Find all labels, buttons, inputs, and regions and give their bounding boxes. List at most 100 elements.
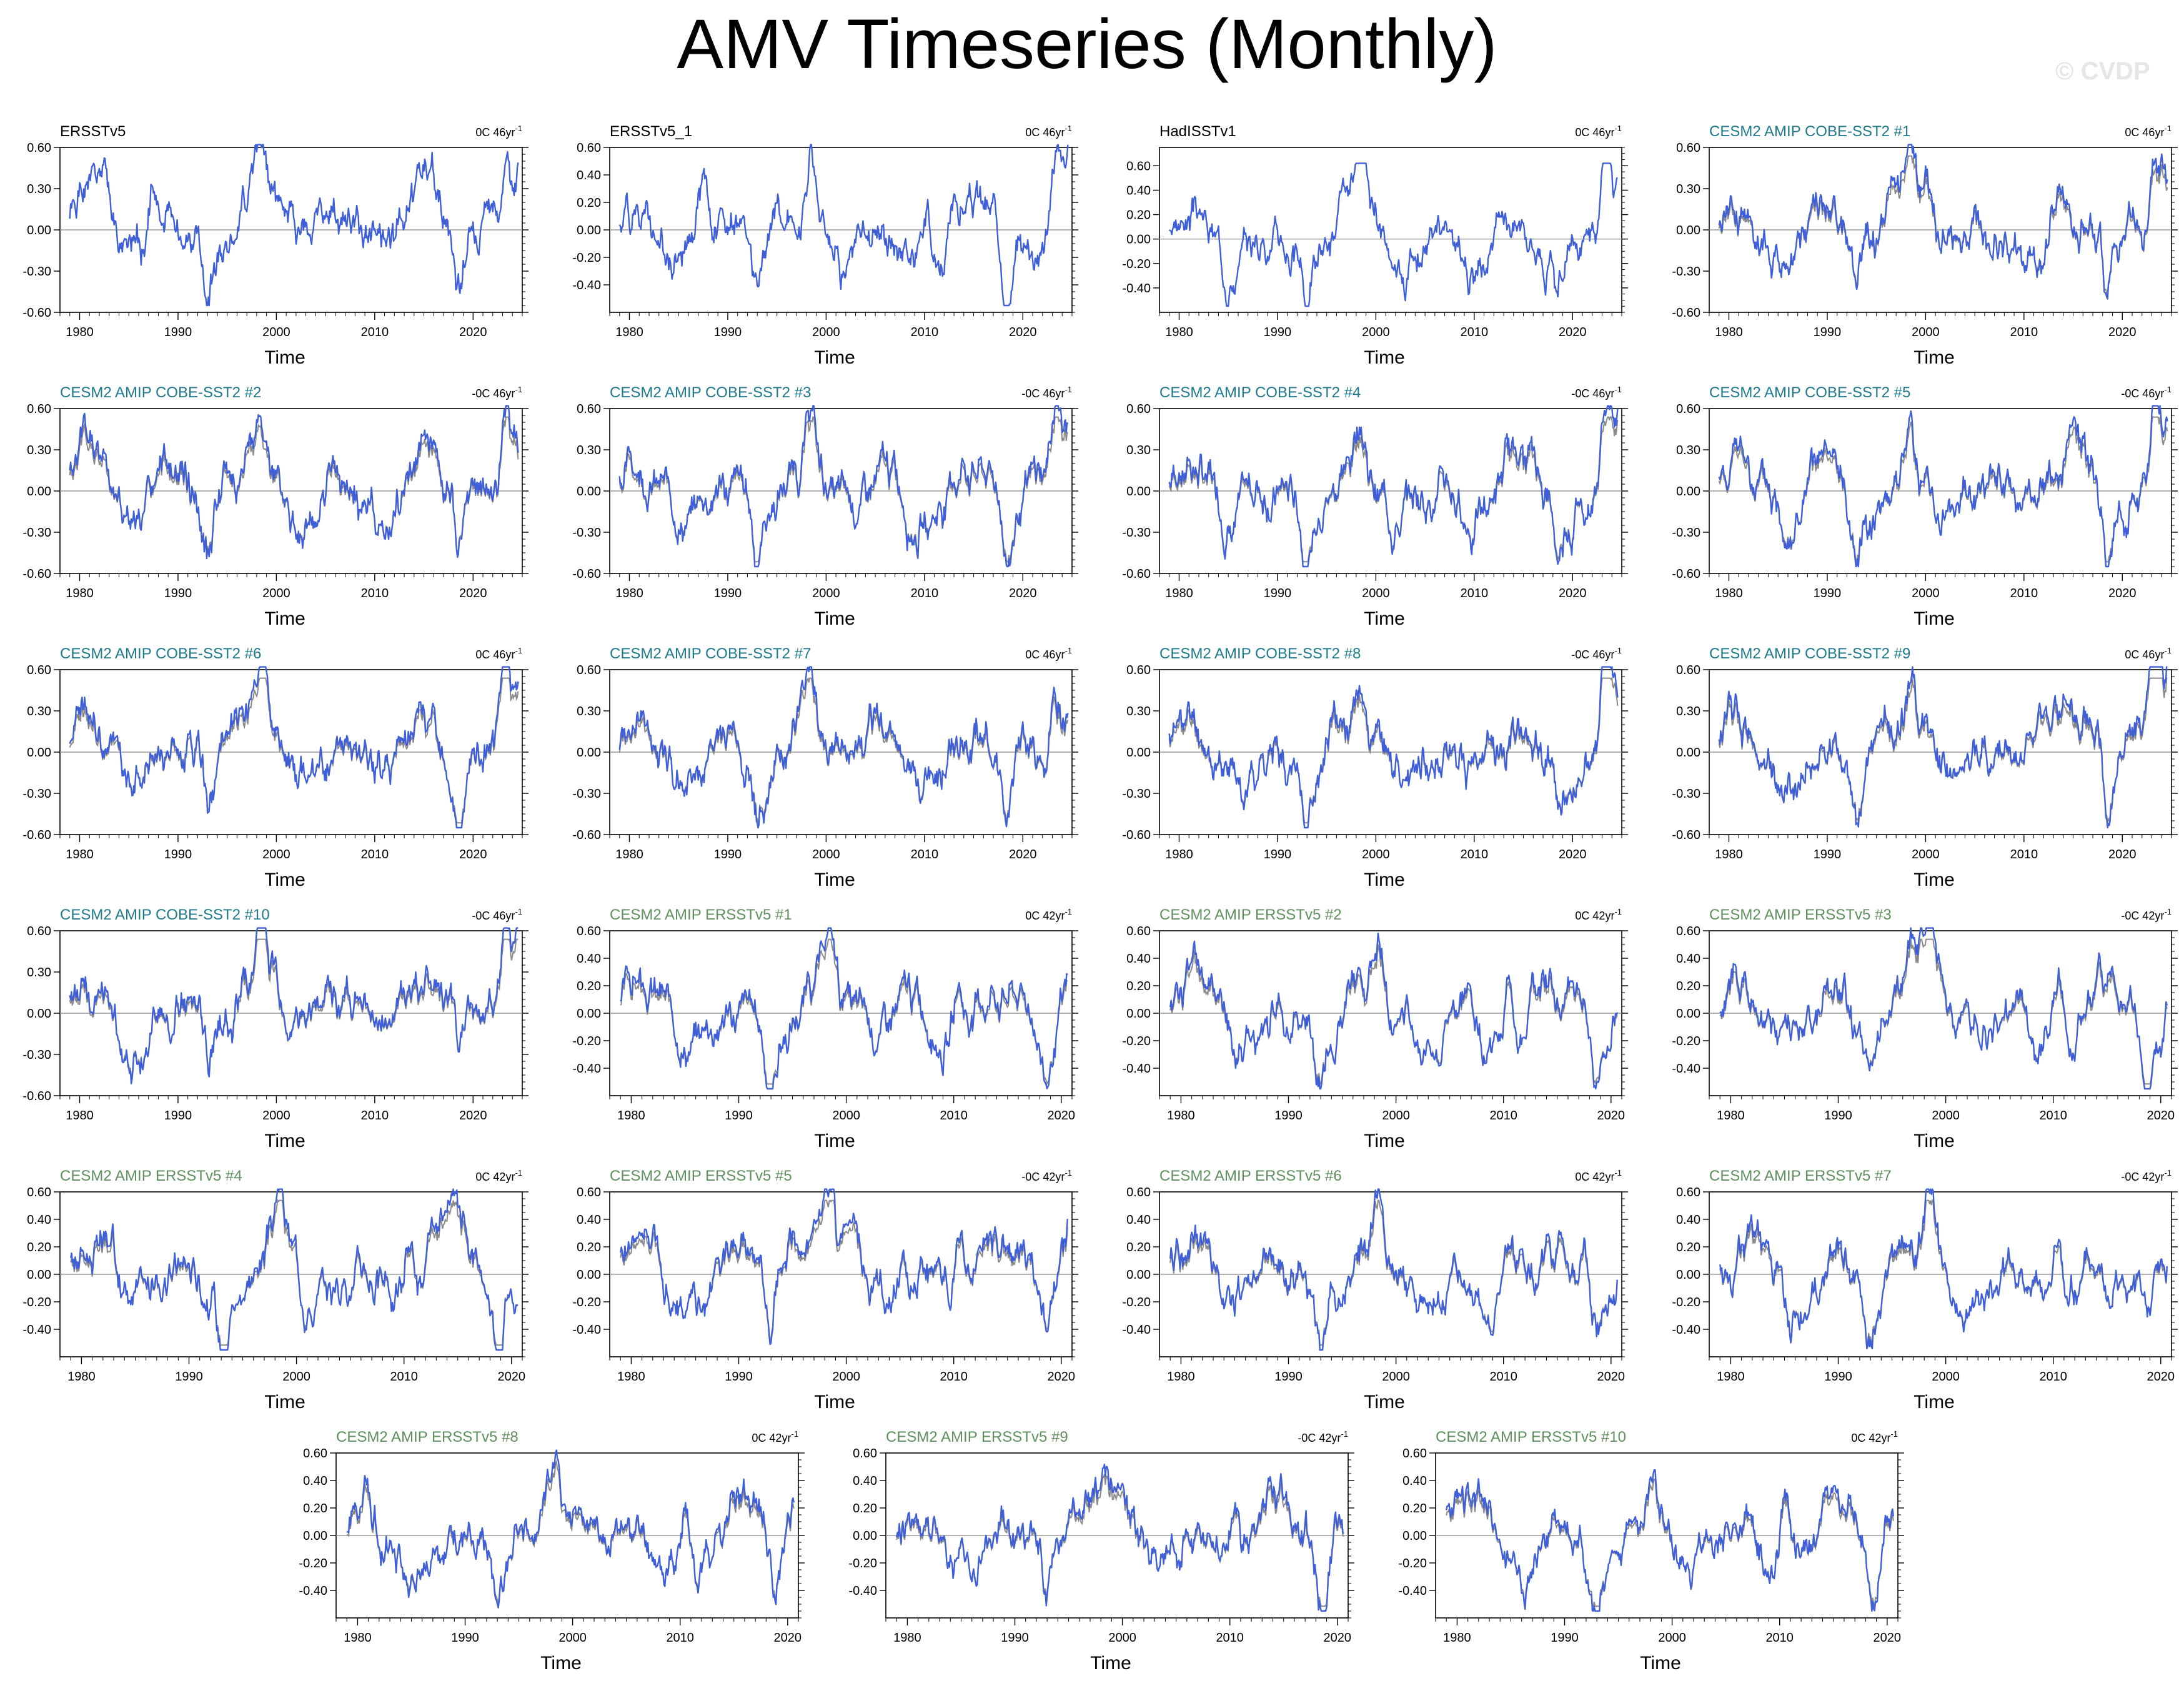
- y-tick-label: 0.60: [303, 1447, 327, 1460]
- x-tick-label: 2000: [262, 325, 290, 339]
- y-tick-label: 0.00: [1676, 485, 1700, 498]
- y-tick-label: 0.20: [1126, 1241, 1151, 1254]
- x-tick-label: 2000: [812, 325, 840, 339]
- panel-title: ERSSTv5_1: [610, 123, 692, 140]
- y-tick-label: -0.40: [1672, 1062, 1700, 1076]
- trend-label: -0C 42yr-1: [2121, 1168, 2172, 1183]
- ensemble-mean-line: [1446, 1478, 1894, 1608]
- y-tick-label: 0.30: [1126, 444, 1151, 457]
- x-tick-label: 2010: [1765, 1631, 1794, 1645]
- series-line: [1718, 405, 2168, 568]
- x-axis-label: Time: [1913, 1392, 1955, 1412]
- y-tick-label: 0.60: [577, 663, 601, 677]
- x-tick-label: 2020: [1324, 1631, 1352, 1645]
- series-line: [70, 1188, 519, 1351]
- y-tick-label: 0.30: [1676, 182, 1700, 196]
- trend-label: 0C 46yr-1: [1025, 646, 1072, 661]
- chart-svg: CESM2 AMIP COBE-SST2 #8 -0C 46yr-1 0.60 0.3…: [1122, 645, 1628, 890]
- x-tick-label: 2020: [1559, 848, 1587, 861]
- y-tick-label: -0.40: [1122, 282, 1151, 295]
- x-tick-label: 2020: [2108, 587, 2137, 600]
- y-tick-label: 0.60: [1126, 402, 1151, 416]
- chart-panel: CESM2 AMIP COBE-SST2 #7 0C 46yr-1 0.60 0.30…: [561, 635, 1111, 890]
- y-tick-label: -0.30: [1672, 265, 1700, 279]
- x-tick-label: 2010: [2010, 587, 2038, 600]
- trend-label: 0C 42yr-1: [1575, 1168, 1622, 1183]
- x-tick-label: 1990: [714, 587, 742, 600]
- series-line: [69, 144, 519, 307]
- trend-label: 0C 42yr-1: [1851, 1429, 1898, 1444]
- y-tick-label: 0.20: [1402, 1502, 1427, 1515]
- trend-label: 0C 46yr-1: [475, 646, 522, 661]
- x-tick-label: 2020: [1048, 1109, 1076, 1123]
- y-tick-label: 0.60: [577, 402, 601, 416]
- ensemble-mean-line: [70, 1199, 519, 1346]
- x-tick-label: 2020: [1009, 848, 1037, 861]
- chart-panel: CESM2 AMIP COBE-SST2 #1 0C 46yr-1 0.60 0.30…: [1660, 112, 2184, 368]
- y-tick-label: -0.20: [22, 1296, 51, 1309]
- trend-label: 0C 46yr-1: [1025, 124, 1072, 139]
- y-tick-label: 0.00: [577, 1268, 601, 1282]
- x-tick-label: 1980: [66, 1109, 94, 1123]
- x-tick-label: 2020: [498, 1370, 526, 1384]
- trend-label: -0C 46yr-1: [472, 907, 522, 922]
- x-tick-label: 2010: [911, 587, 939, 600]
- chart-svg: CESM2 AMIP ERSSTv5 #6 0C 42yr-1 0.60 0.40 0.…: [1122, 1168, 1628, 1412]
- x-tick-label: 2000: [262, 848, 290, 861]
- x-axis-label: Time: [1364, 608, 1405, 629]
- x-tick-label: 2000: [832, 1109, 860, 1123]
- x-tick-label: 2020: [1597, 1370, 1626, 1384]
- x-tick-label: 1980: [1165, 587, 1193, 600]
- y-tick-label: 0.30: [1676, 705, 1700, 718]
- x-tick-label: 1980: [1165, 325, 1193, 339]
- y-tick-label: 0.00: [1676, 1007, 1700, 1021]
- series-line: [1168, 162, 1618, 307]
- chart-panel: CESM2 AMIP COBE-SST2 #2 -0C 46yr-1 0.60 0.3…: [11, 374, 561, 629]
- x-tick-label: 2000: [1912, 848, 1940, 861]
- x-axis-label: Time: [1640, 1653, 1681, 1674]
- y-tick-label: 0.60: [577, 925, 601, 938]
- x-tick-label: 2010: [2039, 1109, 2067, 1123]
- chart-panel: CESM2 AMIP COBE-SST2 #8 -0C 46yr-1 0.60 0.3…: [1111, 635, 1660, 890]
- y-tick-label: -0.20: [572, 251, 601, 265]
- y-tick-label: 0.30: [27, 444, 51, 457]
- chart-svg: CESM2 AMIP COBE-SST2 #3 -0C 46yr-1 0.60 0.3…: [572, 384, 1078, 629]
- y-tick-label: 0.00: [1126, 1007, 1151, 1021]
- x-tick-label: 1990: [725, 1370, 753, 1384]
- x-axis-label: Time: [814, 870, 855, 890]
- y-tick-label: -0.60: [1672, 567, 1700, 581]
- x-tick-label: 1990: [1274, 1109, 1303, 1123]
- x-tick-label: 2020: [2147, 1370, 2175, 1384]
- x-tick-label: 2000: [558, 1631, 587, 1645]
- chart-svg: CESM2 AMIP ERSSTv5 #10 0C 42yr-1 0.60 0.40 0…: [1398, 1429, 1904, 1674]
- series-line: [1169, 1188, 1618, 1351]
- y-tick-label: -0.40: [572, 1062, 601, 1076]
- y-tick-label: 0.20: [577, 196, 601, 210]
- x-axis-label: Time: [1913, 608, 1955, 629]
- y-tick-label: -0.30: [1672, 787, 1700, 801]
- y-tick-label: -0.60: [1122, 567, 1151, 581]
- x-axis-label: Time: [1913, 870, 1955, 890]
- y-tick-label: 0.40: [1676, 1213, 1700, 1227]
- panel-title: CESM2 AMIP COBE-SST2 #1: [1709, 123, 1910, 140]
- x-tick-label: 2010: [361, 325, 389, 339]
- chart-svg: CESM2 AMIP ERSSTv5 #4 0C 42yr-1 0.60 0.40 0.…: [22, 1168, 529, 1412]
- y-tick-label: 0.60: [1676, 663, 1700, 677]
- y-tick-label: -0.60: [22, 306, 51, 320]
- chart-panel: CESM2 AMIP ERSSTv5 #10 0C 42yr-1 0.60 0.40 0…: [1387, 1418, 1937, 1674]
- x-tick-label: 1980: [617, 1109, 645, 1123]
- chart-svg: CESM2 AMIP COBE-SST2 #4 -0C 46yr-1 0.60 0.3…: [1122, 384, 1628, 629]
- x-tick-label: 2010: [361, 587, 389, 600]
- x-tick-label: 1980: [1167, 1109, 1195, 1123]
- x-tick-label: 2010: [1461, 848, 1489, 861]
- chart-svg: CESM2 AMIP ERSSTv5 #7 -0C 42yr-1 0.60 0.40 0…: [1672, 1168, 2178, 1412]
- panel-title: CESM2 AMIP ERSSTv5 #3: [1709, 906, 1892, 923]
- x-tick-label: 2020: [459, 325, 487, 339]
- y-tick-label: 0.00: [577, 746, 601, 760]
- y-tick-label: 0.60: [1126, 1186, 1151, 1199]
- trend-label: -0C 42yr-1: [1021, 1168, 1072, 1183]
- y-tick-label: 0.00: [1676, 224, 1700, 237]
- y-tick-label: -0.40: [22, 1323, 51, 1337]
- y-tick-label: -0.30: [572, 526, 601, 540]
- chart-panel: CESM2 AMIP ERSSTv5 #7 -0C 42yr-1 0.60 0.40 0…: [1660, 1157, 2184, 1412]
